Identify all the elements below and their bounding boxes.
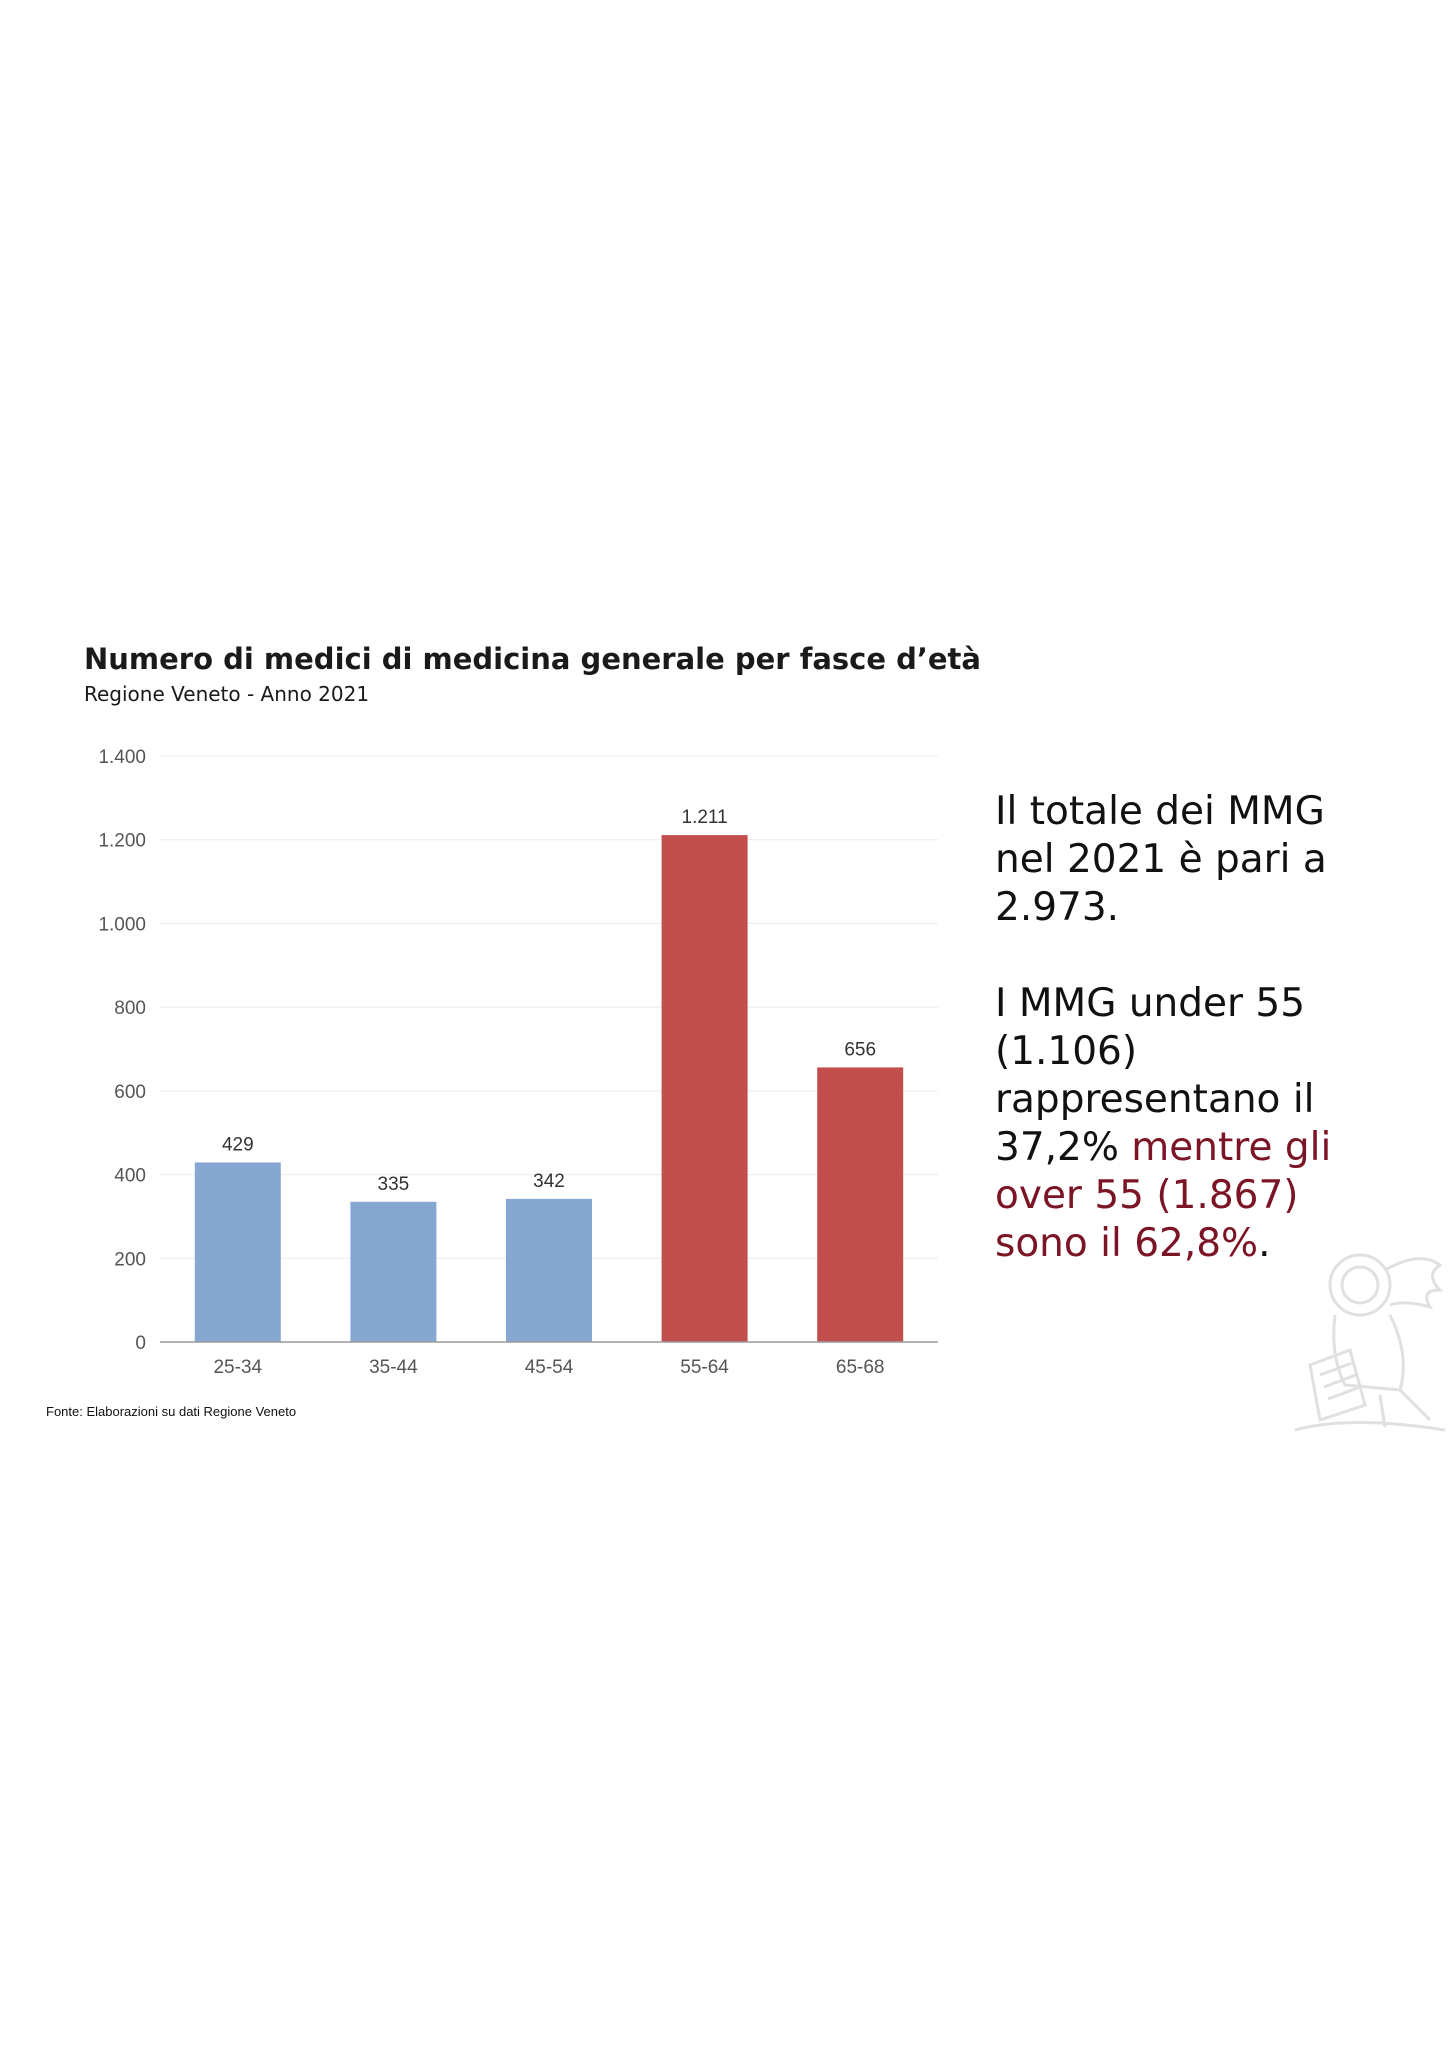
y-tick-label: 600 <box>114 1082 146 1103</box>
bar-value-label: 1.211 <box>682 807 728 828</box>
summary-period: . <box>1258 1221 1271 1266</box>
y-tick-label: 1.000 <box>98 914 146 935</box>
chart-subtitle: Regione Veneto - Anno 2021 <box>84 682 370 706</box>
x-tick-label: 65-68 <box>836 1357 885 1378</box>
bar <box>350 1201 437 1342</box>
bar-value-label: 656 <box>844 1039 876 1060</box>
gridlines <box>160 755 938 1259</box>
bar <box>194 1162 281 1342</box>
bar-chart: 429 335 342 1.211 656 0 200 400 600 800 1.000 1.20… <box>98 747 938 1378</box>
x-tick-label: 25-34 <box>213 1357 262 1378</box>
y-tick-label: 0 <box>135 1333 146 1354</box>
bars: 429 335 342 1.211 656 <box>194 807 904 1342</box>
y-tick-label: 400 <box>114 1166 146 1187</box>
y-tick-label: 1.400 <box>98 747 146 768</box>
bar <box>817 1067 904 1342</box>
summary-total: Il totale dei MMG nel 2021 è pari a 2.97… <box>995 789 1327 930</box>
summary-breakdown: I MMG under 55 (1.106) rappresentano il … <box>995 980 1395 1268</box>
bar <box>661 835 748 1342</box>
y-tick-label: 200 <box>114 1249 146 1270</box>
bar-value-label: 342 <box>533 1171 565 1192</box>
winged-lion-watermark-icon <box>1294 1253 1446 1432</box>
summary-text: Il totale dei MMG nel 2021 è pari a 2.97… <box>995 788 1395 1268</box>
chart-title: Numero di medici di medicina generale pe… <box>84 642 981 676</box>
summary-under55: I MMG under 55 (1.106) rappresentano il … <box>995 981 1315 1170</box>
axes: 0 200 400 600 800 1.000 1.200 1.400 25-34 35-44 45… <box>98 747 938 1378</box>
x-tick-label: 55-64 <box>680 1357 729 1378</box>
y-tick-label: 1.200 <box>98 831 146 852</box>
x-tick-label: 35-44 <box>369 1357 418 1378</box>
summary-over55: mentre gli over 55 (1.867) sono il 62,8% <box>995 1125 1332 1266</box>
y-tick-label: 800 <box>114 998 146 1019</box>
bar <box>506 1198 592 1342</box>
source-note: Fonte: Elaborazioni su dati Regione Vene… <box>46 1404 297 1419</box>
bar-value-label: 429 <box>222 1134 254 1155</box>
bar-value-label: 335 <box>378 1174 410 1195</box>
x-tick-label: 45-54 <box>525 1357 574 1378</box>
